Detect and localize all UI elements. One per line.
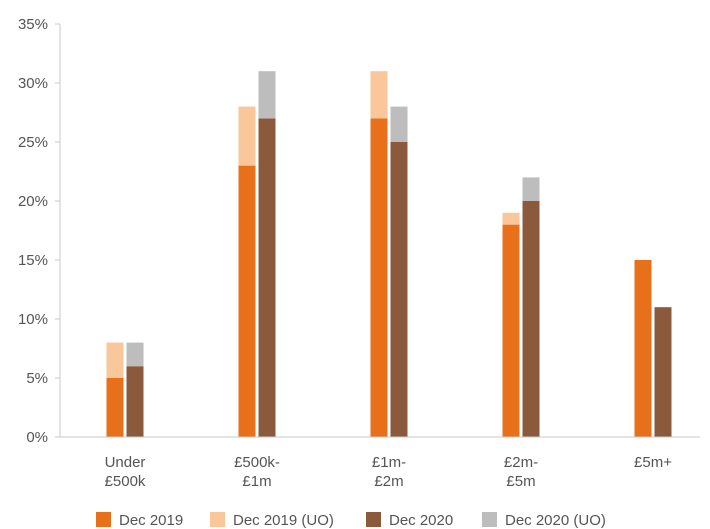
bar-dec-2019 — [634, 260, 652, 437]
bar-dec-2020 — [654, 307, 672, 437]
legend-label: Dec 2019 — [119, 512, 183, 529]
x-tick-label-line: £1m — [242, 473, 271, 490]
y-tick-label: 25% — [18, 134, 48, 151]
x-tick-label: £1m- £2m — [372, 454, 406, 490]
legend-label: Dec 2019 (UO) — [233, 512, 334, 529]
legend-swatch — [210, 512, 225, 527]
bar-dec-2020-uo — [522, 177, 540, 201]
bar-dec-2019 — [106, 378, 124, 437]
bar-dec-2019-uo — [502, 212, 520, 225]
legend-item: Dec 2019 (UO) — [210, 512, 334, 529]
y-tick-label: 35% — [18, 16, 48, 33]
x-tick-label: Under £500k — [105, 454, 146, 490]
legend: Dec 2019 Dec 2019 (UO) Dec 2020 Dec 2020 (U… — [96, 512, 606, 529]
x-tick-label-line: £2m — [374, 473, 403, 490]
y-axis: 0% 5% 10% 15% 20% 25% 30% 35% — [18, 16, 61, 446]
x-tick-label: £5m+ — [634, 454, 672, 471]
bar-dec-2019-uo — [238, 106, 256, 166]
bar-dec-2019-uo — [370, 71, 388, 119]
bar-dec-2020-uo — [258, 71, 276, 119]
bar-dec-2019 — [502, 224, 520, 437]
y-tick-label: 20% — [18, 193, 48, 210]
bar-dec-2019 — [370, 118, 388, 438]
legend-swatch — [366, 512, 381, 527]
bars — [106, 71, 672, 438]
y-tick-label: 10% — [18, 311, 48, 328]
bar-dec-2020-uo — [390, 106, 408, 142]
x-tick-label-line: £500k- — [234, 454, 280, 471]
y-tick-label: 0% — [26, 429, 48, 446]
bar-dec-2020-uo — [126, 342, 144, 367]
x-tick-label-line: £5m+ — [634, 454, 672, 471]
x-tick-label-line: £2m- — [504, 454, 538, 471]
x-tick-label: £2m- £5m — [504, 454, 538, 490]
bar-dec-2020 — [258, 118, 276, 438]
x-tick-label-line: £1m- — [372, 454, 406, 471]
bar-dec-2020 — [390, 142, 408, 437]
bar-dec-2019 — [238, 165, 256, 437]
legend-label: Dec 2020 (UO) — [505, 512, 606, 529]
y-tick-label: 15% — [18, 252, 48, 269]
bar-dec-2020 — [522, 201, 540, 437]
legend-swatch — [96, 512, 111, 527]
legend-item: Dec 2019 — [96, 512, 183, 529]
bar-dec-2019-uo — [106, 342, 124, 378]
legend-item: Dec 2020 — [366, 512, 453, 529]
bar-dec-2020 — [126, 366, 144, 437]
x-axis: Under £500k £500k- £1m £1m- £2m £2m- £5m £5m+ — [60, 436, 700, 490]
y-tick-label: 5% — [26, 370, 48, 387]
x-tick-label-line: £5m — [506, 473, 535, 490]
legend-swatch — [482, 512, 497, 527]
y-tick-label: 30% — [18, 75, 48, 92]
x-tick-label-line: £500k — [105, 473, 146, 490]
legend-item: Dec 2020 (UO) — [482, 512, 606, 529]
x-tick-label-line: Under — [105, 454, 146, 471]
x-tick-label: £500k- £1m — [234, 454, 280, 490]
legend-label: Dec 2020 — [389, 512, 453, 529]
